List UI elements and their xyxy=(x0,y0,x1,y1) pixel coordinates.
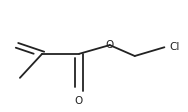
Text: O: O xyxy=(74,96,82,106)
Text: Cl: Cl xyxy=(169,42,179,52)
Text: O: O xyxy=(106,40,114,50)
